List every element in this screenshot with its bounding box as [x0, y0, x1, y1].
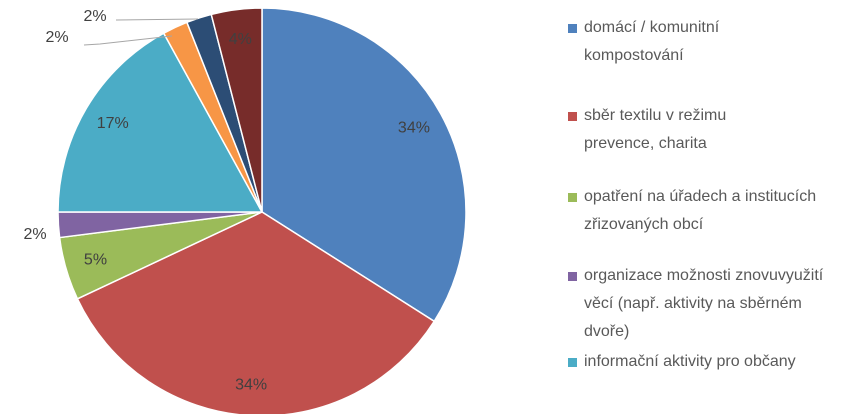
legend-item: domácí / komunitní kompostování	[568, 14, 768, 70]
data-label: 2%	[45, 29, 68, 46]
legend-label: opatření na úřadech a institucích zřizov…	[584, 188, 817, 233]
legend-label: organizace možnosti znovuvyužití věcí (n…	[584, 267, 824, 340]
legend-swatch	[568, 112, 577, 121]
pie-slice	[210, 7, 263, 213]
legend-swatch	[568, 358, 577, 367]
data-label: 4%	[229, 31, 252, 48]
pie-slice	[76, 211, 436, 414]
data-label: 2%	[83, 8, 106, 25]
legend-swatch	[568, 272, 577, 281]
legend-item: opatření na úřadech a institucích zřizov…	[568, 183, 843, 239]
data-label: 5%	[84, 252, 107, 269]
leader-line	[115, 18, 199, 21]
legend-label: sběr textilu v režimu prevence, charita	[584, 107, 727, 152]
data-label: 2%	[23, 226, 46, 243]
legend-swatch	[568, 24, 577, 33]
legend-label: informační aktivity pro občany	[584, 353, 796, 370]
pie-slice	[261, 7, 467, 323]
legend-item: organizace možnosti znovuvyužití věcí (n…	[568, 262, 843, 346]
leader-line	[83, 35, 173, 46]
data-label: 17%	[97, 115, 129, 132]
legend-item: informační aktivity pro občany	[568, 348, 843, 376]
data-label: 34%	[398, 120, 430, 137]
legend-swatch	[568, 193, 577, 202]
pie-slice	[57, 32, 264, 213]
legend-item: sběr textilu v režimu prevence, charita	[568, 102, 768, 158]
data-label: 34%	[235, 376, 267, 393]
legend-label: domácí / komunitní kompostování	[584, 19, 720, 64]
